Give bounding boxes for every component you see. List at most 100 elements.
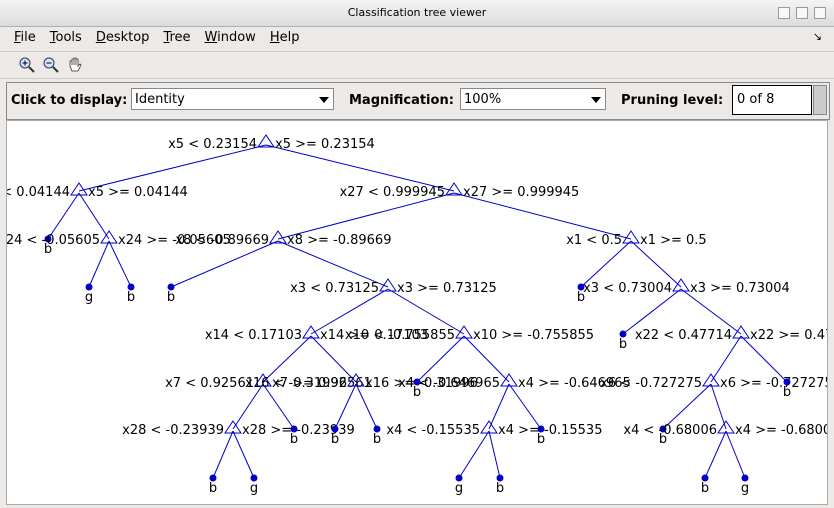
leaf-label: b [167, 290, 175, 305]
leaf-label: g [741, 481, 749, 496]
tree-edge [710, 335, 742, 383]
split-right-label: x16 >= -0.31996 [365, 376, 478, 391]
tree-edge [277, 240, 389, 288]
magnification-dropdown[interactable]: 100% [460, 88, 606, 110]
tree-edge [580, 240, 632, 288]
maximize-button[interactable] [796, 7, 808, 19]
menu-item[interactable]: File [14, 30, 36, 45]
zoom-out-button[interactable] [42, 56, 60, 74]
leaf-label: b [701, 481, 709, 496]
display-value: Identity [135, 92, 185, 107]
tree-edge [88, 240, 110, 288]
pruning-spinner[interactable] [813, 85, 827, 115]
split-left-label: x14 < 0.17103 [205, 328, 302, 343]
tree-edge [458, 430, 490, 479]
tree-edge [488, 430, 501, 479]
magnification-value: 100% [464, 92, 502, 107]
split-right-label: x4 >= -0.68006 [735, 423, 828, 438]
leaf-label: b [619, 337, 627, 352]
tree-edge [78, 192, 110, 240]
split-node [500, 373, 518, 387]
split-right-label: x28 >= -0.23939 [242, 423, 355, 438]
split-left-label: x6 < -0.727275 [600, 376, 702, 391]
leaf-node [783, 378, 791, 386]
display-dropdown[interactable]: Identity [131, 88, 334, 110]
pruning-field[interactable]: 0 of 8 [732, 85, 812, 115]
tree-edge [488, 383, 510, 430]
split-right-label: x8 >= -0.89669 [287, 233, 391, 248]
tree-edge [416, 335, 465, 383]
split-left-label: x1 < 0.5 [566, 233, 622, 248]
menu-item[interactable]: Tree [163, 30, 191, 45]
tree-edge [387, 288, 465, 335]
leaf-label: b [496, 481, 504, 496]
split-node [717, 420, 735, 434]
split-left-label: x16 < -0.31996 [245, 376, 347, 391]
leaf-node [85, 283, 93, 291]
split-right-label: x4 >= -0.646965 [518, 376, 631, 391]
tree-edge [710, 383, 727, 430]
nodes: x5 < 0.23154 x5 >= 0.23154 x5 < 0.04144 x5 … [7, 134, 828, 496]
split-node [702, 373, 720, 387]
split-node [455, 325, 473, 339]
split-left-label: x8 < -0.89669 [175, 233, 269, 248]
split-node [480, 420, 498, 434]
tree-edge [262, 383, 295, 430]
tree-edge [78, 144, 267, 192]
split-node [70, 182, 88, 196]
tree-edge [334, 383, 357, 430]
split-left-label: x22 < 0.47714 [635, 328, 732, 343]
split-node [269, 230, 287, 244]
menu-item[interactable]: Window [204, 30, 256, 45]
split-right-label: x14 >= 0.17103 [320, 328, 428, 343]
split-right-label: x7 >= 0.92561 [272, 376, 372, 391]
split-left-label: x7 < 0.92561 [165, 376, 254, 391]
split-left-label: x28 < -0.23939 [122, 423, 224, 438]
tree-edge [170, 240, 279, 288]
split-node [672, 278, 690, 292]
tree-edge [725, 430, 746, 479]
tree-edge [277, 192, 455, 240]
split-left-label: x5 < 0.23154 [168, 137, 257, 152]
pan-button[interactable] [66, 56, 84, 74]
minimize-button[interactable] [778, 7, 790, 19]
tree-edge [265, 144, 455, 192]
leaf-node [209, 474, 217, 482]
leaf-label: g [455, 481, 463, 496]
menu-item[interactable]: Help [269, 30, 300, 45]
leaf-label: b [127, 290, 135, 305]
leaf-node [741, 474, 749, 482]
leaf-node [455, 474, 463, 482]
tree-edge [704, 430, 727, 479]
split-right-label: x1 >= 0.5 [640, 233, 707, 248]
split-node [445, 182, 463, 196]
menu-item[interactable]: Tools [49, 30, 82, 45]
title-bar: Classification tree viewer [0, 0, 834, 27]
menu-item[interactable]: Desktop [95, 30, 150, 45]
leaf-node [44, 235, 52, 243]
dock-arrow[interactable]: ↘ [812, 30, 822, 43]
leaf-label: g [85, 290, 93, 305]
tree-edge [232, 383, 264, 430]
pruning-label: Pruning level: [621, 93, 724, 108]
tree-edge [463, 335, 510, 383]
menu-bar: File Tools Desktop Tree Window Help [0, 27, 834, 49]
close-button[interactable] [814, 7, 826, 19]
split-right-label: x5 >= 0.23154 [275, 137, 375, 152]
split-node [100, 230, 118, 244]
tree-edge [630, 240, 682, 288]
split-left-label: x10 < -0.755855 [345, 328, 455, 343]
split-node [379, 278, 397, 292]
leaf-label: b [577, 290, 585, 305]
split-node [732, 325, 750, 339]
split-node [224, 420, 242, 434]
leaf-node [701, 474, 709, 482]
split-left-label: x24 < -0.05605 [7, 233, 100, 248]
tree-edge [508, 383, 542, 430]
split-right-label: x6 >= -0.727275 [720, 376, 828, 391]
tree-edge [232, 430, 255, 479]
leaf-label: g [250, 481, 258, 496]
zoom-in-button[interactable] [18, 56, 36, 74]
pruning-value: 0 of 8 [737, 92, 775, 107]
tree-edge [108, 240, 132, 288]
